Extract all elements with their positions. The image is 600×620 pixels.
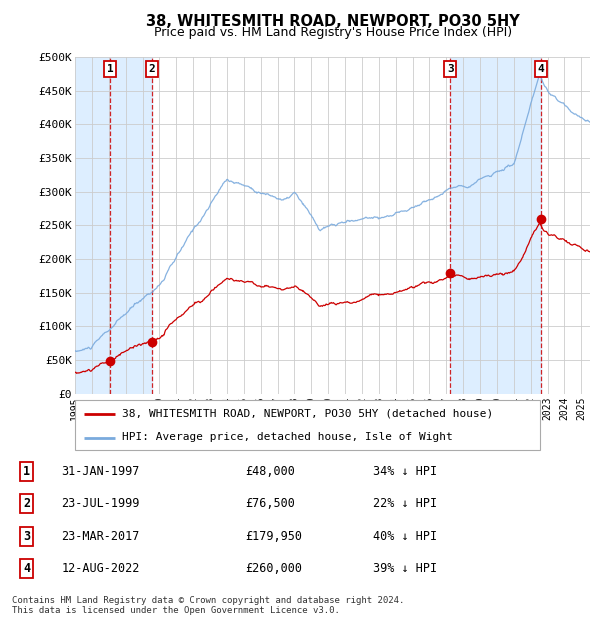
- FancyBboxPatch shape: [75, 400, 540, 450]
- Text: 1: 1: [107, 64, 113, 74]
- Text: 38, WHITESMITH ROAD, NEWPORT, PO30 5HY (detached house): 38, WHITESMITH ROAD, NEWPORT, PO30 5HY (…: [121, 409, 493, 419]
- Text: 4: 4: [23, 562, 30, 575]
- Text: £48,000: £48,000: [245, 465, 295, 478]
- Text: 23-JUL-1999: 23-JUL-1999: [61, 497, 140, 510]
- Text: 34% ↓ HPI: 34% ↓ HPI: [373, 465, 437, 478]
- Text: 23-MAR-2017: 23-MAR-2017: [61, 529, 140, 542]
- Bar: [75, 57, 110, 394]
- Text: HPI: Average price, detached house, Isle of Wight: HPI: Average price, detached house, Isle…: [121, 433, 452, 443]
- Text: 2: 2: [23, 497, 30, 510]
- Text: 4: 4: [538, 64, 545, 74]
- Text: 39% ↓ HPI: 39% ↓ HPI: [373, 562, 437, 575]
- Text: 3: 3: [447, 64, 454, 74]
- Text: £260,000: £260,000: [245, 562, 302, 575]
- Text: Price paid vs. HM Land Registry's House Price Index (HPI): Price paid vs. HM Land Registry's House …: [154, 26, 512, 39]
- Bar: [110, 57, 152, 394]
- Text: Contains HM Land Registry data © Crown copyright and database right 2024.
This d: Contains HM Land Registry data © Crown c…: [12, 596, 404, 615]
- Text: 38, WHITESMITH ROAD, NEWPORT, PO30 5HY: 38, WHITESMITH ROAD, NEWPORT, PO30 5HY: [146, 14, 520, 29]
- Text: £179,950: £179,950: [245, 529, 302, 542]
- Text: 3: 3: [23, 529, 30, 542]
- Text: 40% ↓ HPI: 40% ↓ HPI: [373, 529, 437, 542]
- Text: £76,500: £76,500: [245, 497, 295, 510]
- Text: 31-JAN-1997: 31-JAN-1997: [61, 465, 140, 478]
- Text: 12-AUG-2022: 12-AUG-2022: [61, 562, 140, 575]
- Text: 22% ↓ HPI: 22% ↓ HPI: [373, 497, 437, 510]
- Bar: [450, 57, 541, 394]
- Text: 1: 1: [23, 465, 30, 478]
- Text: 2: 2: [149, 64, 155, 74]
